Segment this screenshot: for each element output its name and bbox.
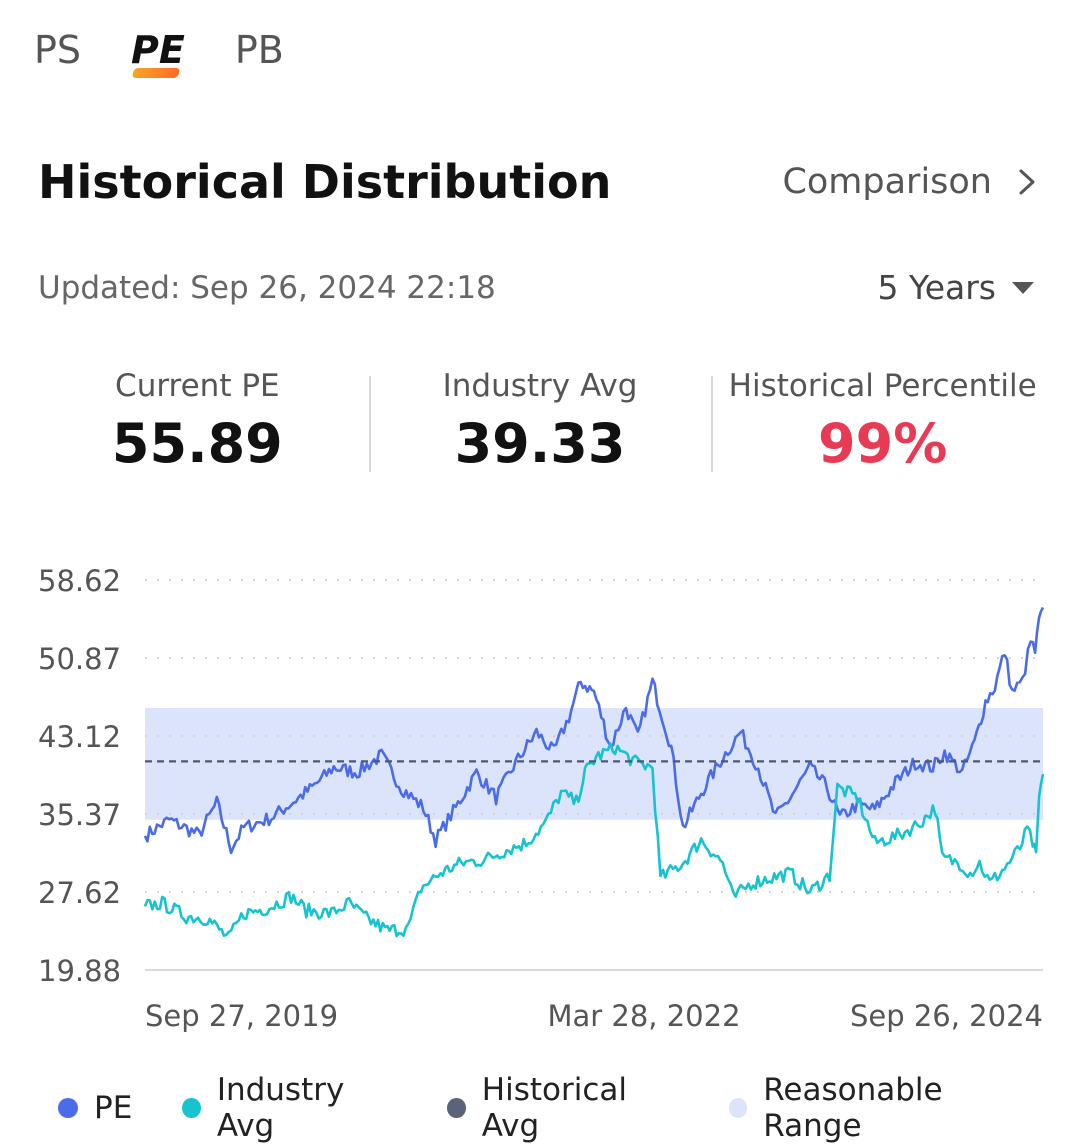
stat-current-label: Current PE <box>115 368 280 404</box>
series-line-industry <box>143 742 1045 938</box>
comparison-link[interactable]: Comparison <box>782 162 1042 202</box>
stat-industry-value: 39.33 <box>454 412 626 475</box>
tab-ps-label: PS <box>34 28 82 72</box>
stat-industry-avg: Industry Avg 39.33 <box>368 366 712 476</box>
period-label: 5 Years <box>877 268 996 307</box>
chart-legend: PE Industry Avg Historical Avg Reasonabl… <box>58 1072 1080 1144</box>
x-tick-label: Mar 28, 2022 <box>547 999 740 1033</box>
legend-dot-range <box>728 1098 748 1118</box>
stat-current-pe: Current PE 55.89 <box>26 366 369 476</box>
y-tick-label: 35.37 <box>38 798 121 832</box>
pe-history-chart: 58.62 50.87 43.12 35.37 27.62 19.88 Sep 27, 20… <box>38 564 1045 1033</box>
legend-label-range: Reasonable Range <box>763 1072 943 1144</box>
tab-ps[interactable]: PS <box>34 28 81 72</box>
legend-dot-historical <box>447 1098 466 1118</box>
y-tick-label: 19.88 <box>38 954 121 988</box>
legend-dot-industry <box>182 1098 201 1118</box>
stat-percentile-value: 99% <box>818 412 948 475</box>
tab-pb-label: PB <box>234 28 284 72</box>
stats-row: Current PE 55.89 Industry Avg 39.33 Hist… <box>26 366 1054 476</box>
stat-current-value: 55.89 <box>111 412 283 475</box>
legend-item-pe: PE <box>58 1090 132 1126</box>
tab-pe[interactable]: PE <box>131 28 185 78</box>
caret-down-icon <box>1012 281 1034 294</box>
comparison-label: Comparison <box>782 162 992 202</box>
stat-industry-label: Industry Avg <box>442 368 638 404</box>
y-tick-label: 27.62 <box>38 876 121 910</box>
y-tick-label: 50.87 <box>38 642 121 676</box>
legend-label-pe: PE <box>94 1090 133 1126</box>
x-tick-label: Sep 27, 2019 <box>145 999 338 1033</box>
tab-pb[interactable]: PB <box>235 28 284 72</box>
metric-tabs: PS PE PB <box>34 28 284 78</box>
y-tick-label: 43.12 <box>38 720 121 754</box>
tab-pe-label: PE <box>131 28 185 72</box>
period-dropdown[interactable]: 5 Years <box>877 268 1034 307</box>
x-tick-label: Sep 26, 2024 <box>850 999 1043 1033</box>
legend-item-range: Reasonable Range <box>728 1072 1030 1144</box>
legend-item-industry: Industry Avg <box>182 1072 397 1144</box>
legend-label-historical: Historical Avg <box>481 1072 627 1144</box>
series-line-pe <box>143 606 1045 855</box>
legend-dot-pe <box>58 1098 78 1118</box>
meta-row: Updated: Sep 26, 2024 22:18 5 Years <box>38 268 1034 307</box>
y-tick-label: 58.62 <box>38 564 121 598</box>
stat-percentile: Historical Percentile 99% <box>711 366 1054 476</box>
updated-timestamp: Updated: Sep 26, 2024 22:18 <box>38 269 496 306</box>
section-header: Historical Distribution Comparison <box>38 152 1042 212</box>
chevron-right-icon <box>1019 169 1035 195</box>
page-title: Historical Distribution <box>38 155 612 209</box>
stat-percentile-label: Historical Percentile <box>728 368 1037 404</box>
legend-item-historical: Historical Avg <box>447 1072 678 1144</box>
legend-label-industry: Industry Avg <box>216 1072 345 1144</box>
